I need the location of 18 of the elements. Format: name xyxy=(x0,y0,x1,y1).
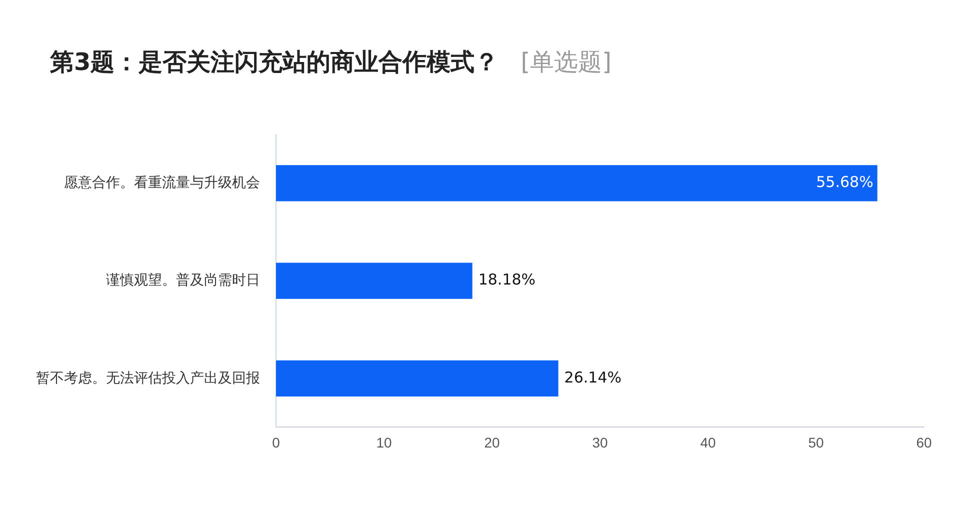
x-tick-label: 40 xyxy=(700,434,716,450)
chart-title: 第3题：是否关注闪充站的商业合作模式？ xyxy=(50,48,499,76)
x-tick-label: 30 xyxy=(592,434,608,450)
bar xyxy=(276,262,472,299)
chart-subtitle: [单选题] xyxy=(520,48,612,76)
y-tick-label: 谨慎观望。普及尚需时日 xyxy=(106,272,260,288)
data-label: 18.18% xyxy=(478,270,536,289)
x-tick-label: 60 xyxy=(916,434,932,450)
bar xyxy=(276,165,878,202)
x-tick-label: 10 xyxy=(376,434,392,450)
x-tick-label: 50 xyxy=(808,434,824,450)
y-tick-label: 暂不考虑。无法评估投入产出及回报 xyxy=(36,369,260,386)
data-label: 55.68% xyxy=(816,173,874,192)
bar xyxy=(276,360,558,396)
x-tick-label: 20 xyxy=(484,434,500,450)
data-label: 26.14% xyxy=(564,368,622,386)
x-tick-label: 0 xyxy=(272,434,280,450)
y-tick-label: 愿意合作。看重流量与升级机会 xyxy=(64,174,260,190)
